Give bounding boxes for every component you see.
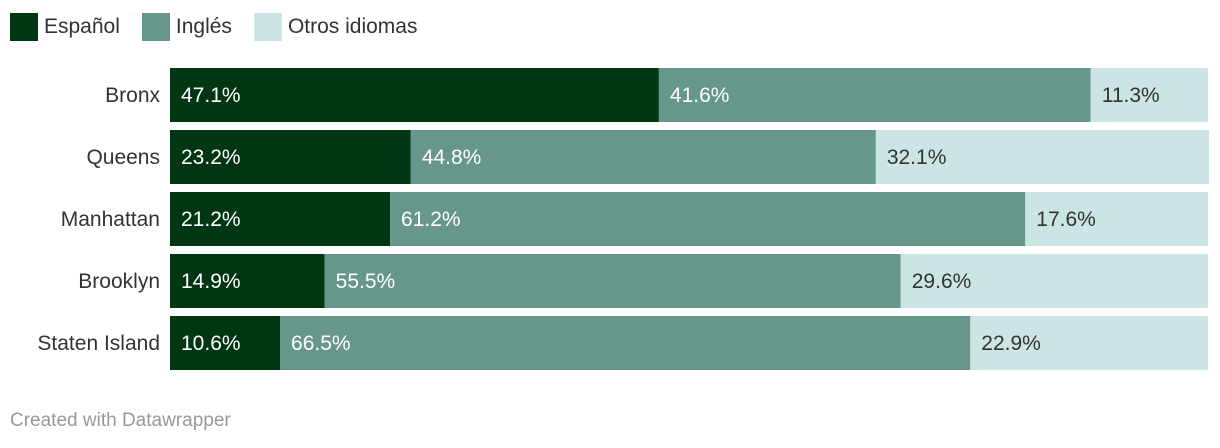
value-label-manhattan-espanol: 21.2% (181, 208, 241, 231)
category-label-bronx: Bronx (105, 84, 160, 107)
legend: Español Inglés Otros idiomas (10, 12, 439, 42)
bar-bronx-espanol (170, 68, 659, 122)
value-label-staten-island-espanol: 10.6% (181, 332, 241, 355)
value-label-brooklyn-ingles: 55.5% (336, 270, 396, 293)
bar-queens-espanol (170, 130, 411, 184)
category-label-queens: Queens (86, 146, 160, 169)
legend-swatch-ingles (141, 13, 170, 41)
bar-brooklyn-ingles (324, 254, 901, 308)
bar-brooklyn-otros-idiomas (900, 254, 1208, 308)
value-label-bronx-ingles: 41.6% (670, 84, 730, 107)
bar-brooklyn-espanol (170, 254, 325, 308)
footer-credit: Created with Datawrapper (10, 410, 231, 431)
legend-label-otros-idiomas: Otros idiomas (287, 15, 418, 38)
value-label-staten-island-otros-idiomas: 22.9% (981, 332, 1041, 355)
value-label-manhattan-otros-idiomas: 17.6% (1036, 208, 1096, 231)
value-label-brooklyn-otros-idiomas: 29.6% (912, 270, 972, 293)
bar-queens-ingles (410, 130, 876, 184)
legend-label-espanol: Español (44, 15, 120, 38)
bar-manhattan-ingles (390, 192, 1026, 246)
category-label-manhattan: Manhattan (61, 208, 160, 231)
value-label-queens-otros-idiomas: 32.1% (887, 146, 947, 169)
value-label-queens-espanol: 23.2% (181, 146, 241, 169)
bar-queens-otros-idiomas (875, 130, 1210, 184)
category-label-staten-island: Staten Island (37, 332, 160, 355)
bar-staten-island-ingles (280, 316, 971, 370)
value-label-bronx-otros-idiomas: 11.3% (1102, 84, 1160, 107)
legend-item-ingles: Inglés (141, 13, 232, 41)
stacked-bar-chart: Bronx 47.1% 41.6% 11.3% Queens 23.2% 44.8% 32.1… (37, 68, 1210, 370)
bar-bronx-otros-idiomas (1090, 68, 1208, 122)
bar-staten-island-espanol (170, 316, 281, 370)
value-label-manhattan-ingles: 61.2% (401, 208, 461, 231)
value-label-staten-island-ingles: 66.5% (291, 332, 351, 355)
legend-swatch-espanol (10, 13, 38, 41)
bar-manhattan-otros-idiomas (1025, 192, 1208, 246)
legend-item-otros-idiomas: Otros idiomas (253, 13, 418, 41)
legend-item-espanol: Español (10, 13, 120, 41)
value-label-brooklyn-espanol: 14.9% (181, 270, 241, 293)
legend-label-ingles: Inglés (175, 15, 232, 38)
category-label-brooklyn: Brooklyn (78, 270, 160, 293)
bar-manhattan-espanol (170, 192, 391, 246)
bar-bronx-ingles (658, 68, 1091, 122)
value-label-bronx-espanol: 47.1% (181, 84, 241, 107)
value-label-queens-ingles: 44.8% (422, 146, 482, 169)
bar-staten-island-otros-idiomas (970, 316, 1208, 370)
legend-swatch-otros-idiomas (253, 13, 282, 41)
